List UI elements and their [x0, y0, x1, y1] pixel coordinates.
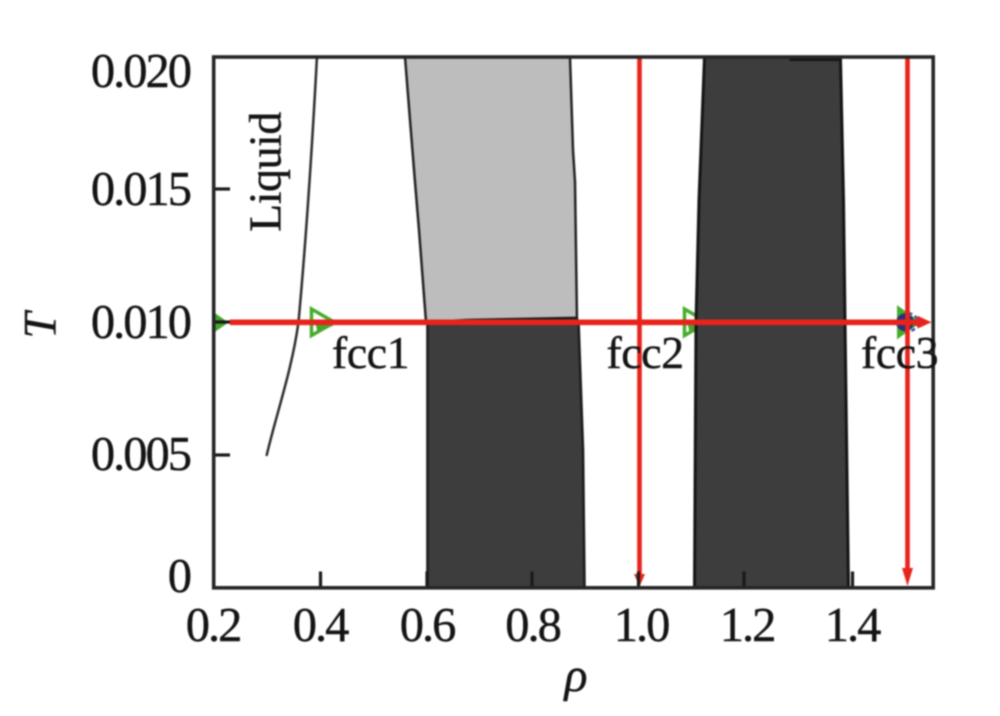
svg-text:0.015: 0.015 — [91, 163, 191, 216]
svg-text:0: 0 — [168, 550, 191, 603]
svg-text:ρ: ρ — [562, 649, 587, 702]
svg-text:1.0: 1.0 — [614, 599, 669, 652]
svg-text:0.6: 0.6 — [400, 599, 455, 652]
svg-text:T: T — [15, 310, 67, 339]
svg-text:fcc2: fcc2 — [606, 327, 683, 378]
svg-text:0.2: 0.2 — [186, 599, 241, 652]
svg-text:Liquid: Liquid — [240, 112, 291, 232]
svg-text:1.2: 1.2 — [720, 599, 775, 652]
svg-text:fcc3: fcc3 — [861, 327, 938, 378]
svg-text:fcc1: fcc1 — [332, 327, 409, 378]
svg-text:1.4: 1.4 — [825, 599, 881, 652]
svg-text:0.010: 0.010 — [91, 296, 191, 349]
svg-text:0.020: 0.020 — [91, 45, 191, 98]
svg-text:0.4: 0.4 — [293, 599, 349, 652]
svg-text:0.8: 0.8 — [505, 599, 560, 652]
svg-text:0.005: 0.005 — [91, 428, 191, 481]
